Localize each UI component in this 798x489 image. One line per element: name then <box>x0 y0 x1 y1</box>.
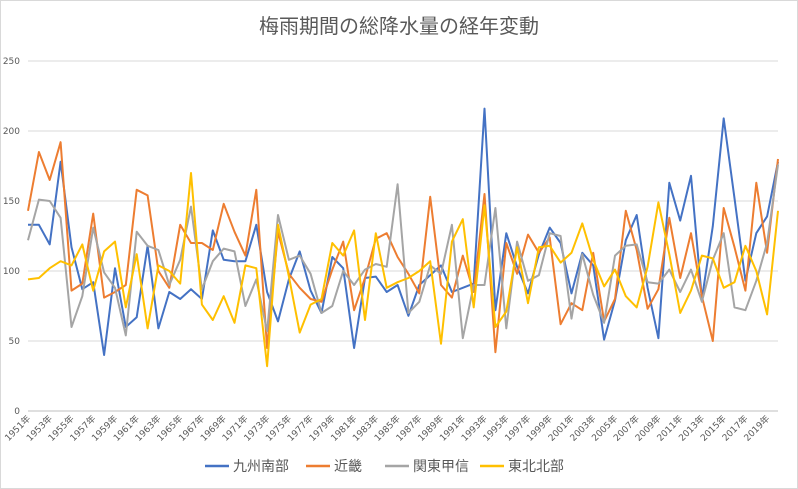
series-line-4 <box>27 172 779 368</box>
y-tick-label: 150 <box>3 197 20 207</box>
series-line-3 <box>27 164 779 340</box>
legend-label: 近畿 <box>334 459 362 475</box>
legend-label: 九州南部 <box>233 459 289 475</box>
y-tick-label: 200 <box>3 127 20 137</box>
chart-title: 梅雨期間の総降水量の経年変動 <box>259 14 539 38</box>
legend-label: 東北北部 <box>508 459 564 475</box>
y-tick-label: 50 <box>9 337 21 347</box>
y-tick-label: 250 <box>3 57 20 67</box>
y-tick-label: 100 <box>3 267 20 277</box>
series-line-1 <box>28 107 779 356</box>
y-tick-label: 0 <box>14 407 20 417</box>
legend-label: 関東甲信 <box>413 459 469 475</box>
series-line-2 <box>27 141 779 354</box>
